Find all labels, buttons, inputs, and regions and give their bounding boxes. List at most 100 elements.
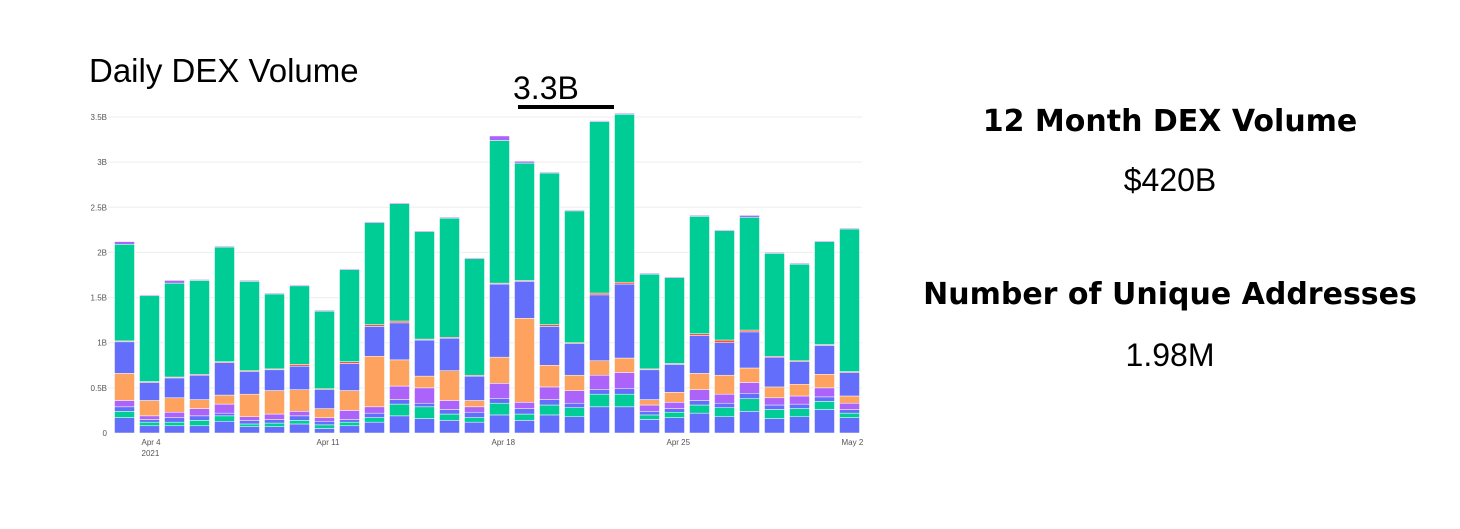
bar-segment (114, 241, 135, 245)
bar-segment (664, 364, 685, 393)
bar-segment (364, 356, 385, 408)
bar-segment (239, 426, 260, 434)
bar-segment (214, 246, 235, 362)
bar-segment (314, 310, 335, 390)
addresses-stat-value: 1.98M (1125, 337, 1215, 373)
bar-segment (339, 268, 360, 270)
bar-segment (339, 361, 360, 364)
bar-segment (314, 408, 335, 418)
bar-segment (489, 402, 510, 416)
bar-segment (139, 415, 160, 420)
bar-segment (764, 397, 785, 406)
bar-segment (614, 113, 635, 115)
bar-segment (164, 377, 185, 399)
bar-segment (239, 416, 260, 421)
bar-segment (664, 408, 685, 413)
bar-segment (389, 320, 410, 324)
bar-segment (614, 372, 635, 390)
bar-segment (839, 409, 860, 414)
bar-segment (689, 404, 710, 414)
bar-segment (814, 396, 835, 402)
bar-segment (739, 216, 760, 331)
bar-segment (339, 390, 360, 411)
bar-segment (189, 399, 210, 409)
bar-segment (314, 421, 335, 426)
bar-segment (114, 406, 135, 412)
bar-segment (539, 171, 560, 174)
bar-segment (564, 416, 585, 434)
bar-segment (364, 406, 385, 414)
bar-segment (539, 404, 560, 416)
bar-segment (139, 294, 160, 297)
bar-segment (614, 357, 635, 373)
bar-segment (189, 279, 210, 281)
bar-segment (239, 371, 260, 395)
bar-segment (139, 295, 160, 382)
bar-segment (814, 241, 835, 345)
bar-segment (189, 415, 210, 421)
bar-segment (364, 421, 385, 434)
bar-segment (764, 356, 785, 388)
volume-stat-title: 12 Month DEX Volume (982, 104, 1358, 139)
bar-segment (439, 370, 460, 401)
bar-segment (714, 229, 735, 232)
bar-segment (714, 393, 735, 404)
bar-segment (789, 403, 810, 409)
bar-segment (814, 345, 835, 375)
bar-segment (314, 424, 335, 429)
peak-annotation-label: 3.3B (513, 70, 579, 106)
bar-segment (339, 269, 360, 362)
bar-segment (664, 402, 685, 409)
bar-segment (389, 203, 410, 322)
bar-segment (614, 281, 635, 285)
bar-segment (514, 160, 535, 164)
bar-segment (114, 400, 135, 408)
bar-segment (464, 421, 485, 434)
bar-segment (764, 252, 785, 254)
bar-segment (414, 387, 435, 404)
bar-segment (639, 399, 660, 406)
bar-segment (689, 373, 710, 390)
bar-segment (664, 392, 685, 403)
bar-segment (189, 280, 210, 375)
bar-segment (464, 257, 485, 260)
bar-segment (764, 418, 785, 434)
axis-labels: 0 0.5B 1B 1.5B 2B 2.5B 3B 3.5B Apr 4 2021 Apr 11 Ap… (91, 113, 864, 458)
bar-segment (464, 406, 485, 413)
bar-segment (739, 331, 760, 369)
bar-segment (739, 367, 760, 383)
x-tick-label: Apr 11 (317, 438, 341, 447)
peak-annotation-underline (518, 105, 614, 109)
bar-segment (439, 413, 460, 421)
bar-segment (264, 419, 285, 424)
bar-segment (164, 397, 185, 413)
bar-segment (489, 356, 510, 384)
bar-segment (389, 403, 410, 417)
bar-segment (114, 417, 135, 434)
bar-segment (714, 339, 735, 343)
bar-segment (389, 322, 410, 361)
bar-segment (839, 228, 860, 372)
bar-segment (214, 245, 235, 248)
bar-segment (589, 294, 610, 362)
bar-segment (714, 416, 735, 434)
bar-segment (364, 326, 385, 357)
bar-segment (614, 283, 635, 359)
bar-segment (264, 426, 285, 434)
bar-segment (639, 414, 660, 420)
bar-segment (239, 280, 260, 282)
bar-segment (214, 362, 235, 396)
bar-segment (489, 283, 510, 358)
bar-segment (189, 420, 210, 427)
bar-segment (389, 415, 410, 434)
bar-segment (689, 412, 710, 434)
bar-segment (264, 369, 285, 391)
bar-segment (214, 394, 235, 405)
bar-segment (414, 375, 435, 389)
bar-segment (114, 341, 135, 374)
bar-segment (364, 222, 385, 325)
bar-segment (564, 374, 585, 391)
bar-segment (539, 326, 560, 366)
bar-segment (564, 407, 585, 418)
bar-segment (739, 393, 760, 399)
